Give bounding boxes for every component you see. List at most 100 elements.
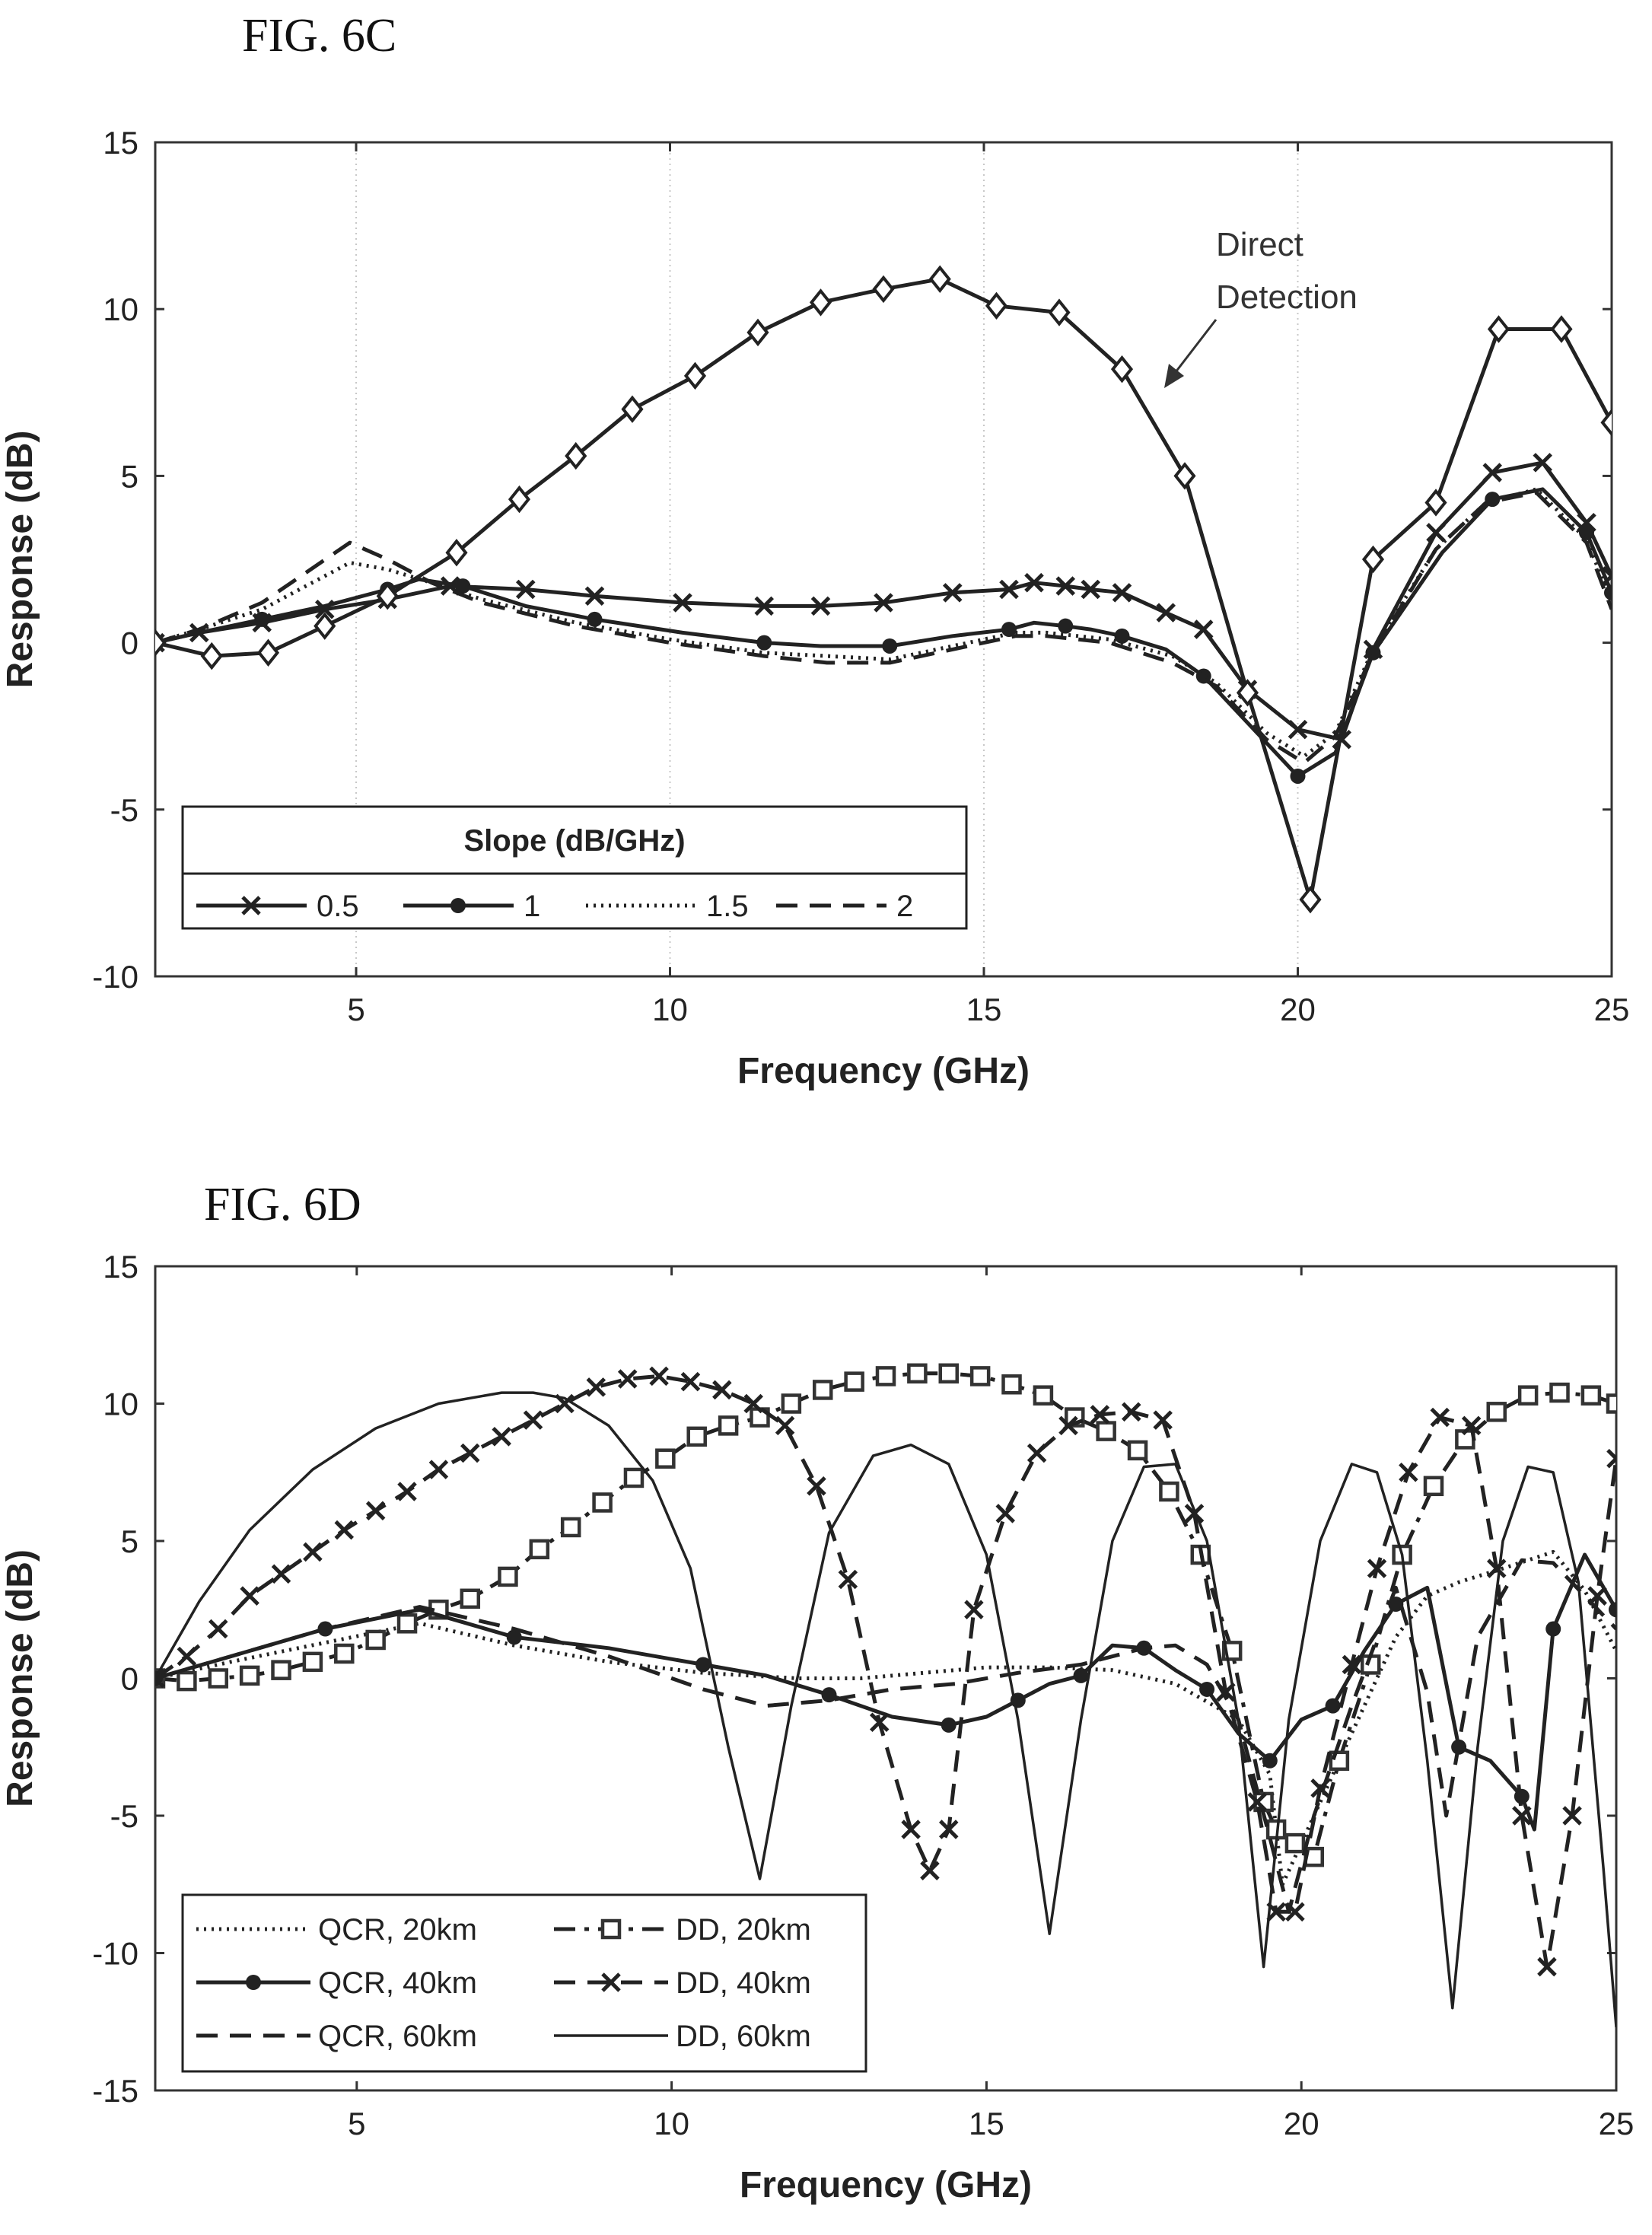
data-point [1299, 885, 1322, 914]
data-point [1426, 523, 1446, 543]
x-tick-label: 20 [1280, 992, 1316, 1027]
series-line-1-5 [155, 487, 1612, 759]
data-point [240, 1586, 259, 1606]
data-point [1367, 1558, 1387, 1578]
y-tick-label: 0 [121, 1661, 138, 1697]
y-tick-label: -10 [92, 959, 138, 995]
data-point [303, 1542, 323, 1562]
legend-entry-0-5: 0.5 [317, 890, 359, 923]
data-point [1001, 622, 1017, 638]
data-point [1236, 679, 1259, 707]
data-point [1512, 1806, 1532, 1826]
data-point [1121, 1402, 1141, 1422]
data-point [807, 1476, 826, 1496]
data-point [1562, 1806, 1582, 1826]
data-point [938, 1363, 960, 1384]
y-tick-label: 10 [103, 291, 138, 327]
data-point [271, 1564, 291, 1584]
data-point [1114, 628, 1130, 644]
data-point [1199, 1681, 1215, 1697]
x-tick-label: 15 [966, 992, 1002, 1027]
data-point [1487, 315, 1510, 343]
data-point [942, 583, 963, 603]
data-point [155, 1668, 165, 1689]
data-point [882, 638, 898, 654]
x-tick-label: 20 [1284, 2106, 1319, 2141]
series-0-5 [155, 453, 1612, 750]
figure-6d-label: FIG. 6D [204, 1179, 361, 1231]
data-point [1580, 1385, 1602, 1406]
data-point [302, 1651, 323, 1673]
data-point [756, 635, 772, 651]
annotation-direct: Direct [1216, 226, 1303, 263]
data-point [1482, 463, 1503, 482]
data-point [743, 1393, 763, 1414]
data-point [621, 395, 644, 423]
data-point [872, 275, 895, 304]
data-point [1423, 1476, 1444, 1497]
data-point [775, 1415, 795, 1436]
data-point [838, 1569, 858, 1590]
data-point [1537, 1956, 1557, 1977]
data-point [271, 1660, 291, 1680]
data-point [1058, 1415, 1078, 1436]
data-point [809, 288, 832, 317]
data-point [239, 1665, 260, 1686]
legend-marker [601, 1972, 621, 1992]
data-point [565, 441, 587, 470]
legend-entry-dd-40km: DD, 40km [676, 1966, 811, 2000]
x-tick-label: 25 [1599, 2106, 1634, 2141]
data-point [920, 1861, 940, 1880]
data-point [515, 579, 536, 600]
data-point [1058, 618, 1074, 634]
data-point [1461, 1415, 1482, 1436]
annotation-arrow-head [1164, 364, 1184, 388]
data-point [655, 1448, 676, 1469]
data-point [460, 1588, 481, 1609]
data-point [1024, 572, 1044, 593]
data-point [529, 1539, 550, 1560]
data-point [314, 612, 336, 640]
data-point [810, 596, 831, 616]
legend-marker [600, 1918, 622, 1940]
data-point [985, 291, 1008, 320]
data-point [1081, 579, 1101, 600]
data-point [1549, 1382, 1570, 1403]
series-line-dd-40km [155, 1374, 1616, 1969]
data-point [455, 578, 471, 594]
data-point [1361, 545, 1385, 574]
x-tick-label: 5 [347, 992, 364, 1027]
series-1-5 [155, 487, 1612, 759]
data-point [907, 1363, 928, 1384]
data-point [376, 582, 399, 610]
data-point [1600, 409, 1612, 437]
data-point [964, 1600, 984, 1620]
data-point [1112, 583, 1132, 603]
y-tick-label: 15 [103, 1249, 138, 1285]
data-point [1606, 1393, 1616, 1414]
x-tick-label: 10 [654, 2106, 689, 2141]
data-point [428, 1460, 449, 1479]
series-2 [155, 490, 1612, 765]
series-dd-60km [155, 1391, 1616, 2028]
data-point [1288, 719, 1308, 740]
data-point [1550, 315, 1573, 343]
data-point [1159, 1481, 1179, 1502]
annotation-arrow-shaft [1169, 319, 1218, 380]
data-point [1110, 355, 1134, 384]
data-point [1153, 1410, 1173, 1430]
data-point [1073, 1667, 1089, 1683]
data-point [1033, 1385, 1054, 1406]
series-line-2 [155, 490, 1612, 765]
data-point [623, 1467, 645, 1488]
data-point [523, 1410, 543, 1430]
legend-marker [450, 898, 466, 913]
data-point [1127, 1440, 1148, 1461]
data-point [1430, 1407, 1450, 1428]
data-point [995, 1504, 1016, 1523]
data-point [781, 1393, 802, 1414]
data-point [844, 1371, 864, 1392]
data-point [586, 1377, 606, 1397]
data-point [584, 586, 605, 606]
data-point [812, 1380, 833, 1400]
